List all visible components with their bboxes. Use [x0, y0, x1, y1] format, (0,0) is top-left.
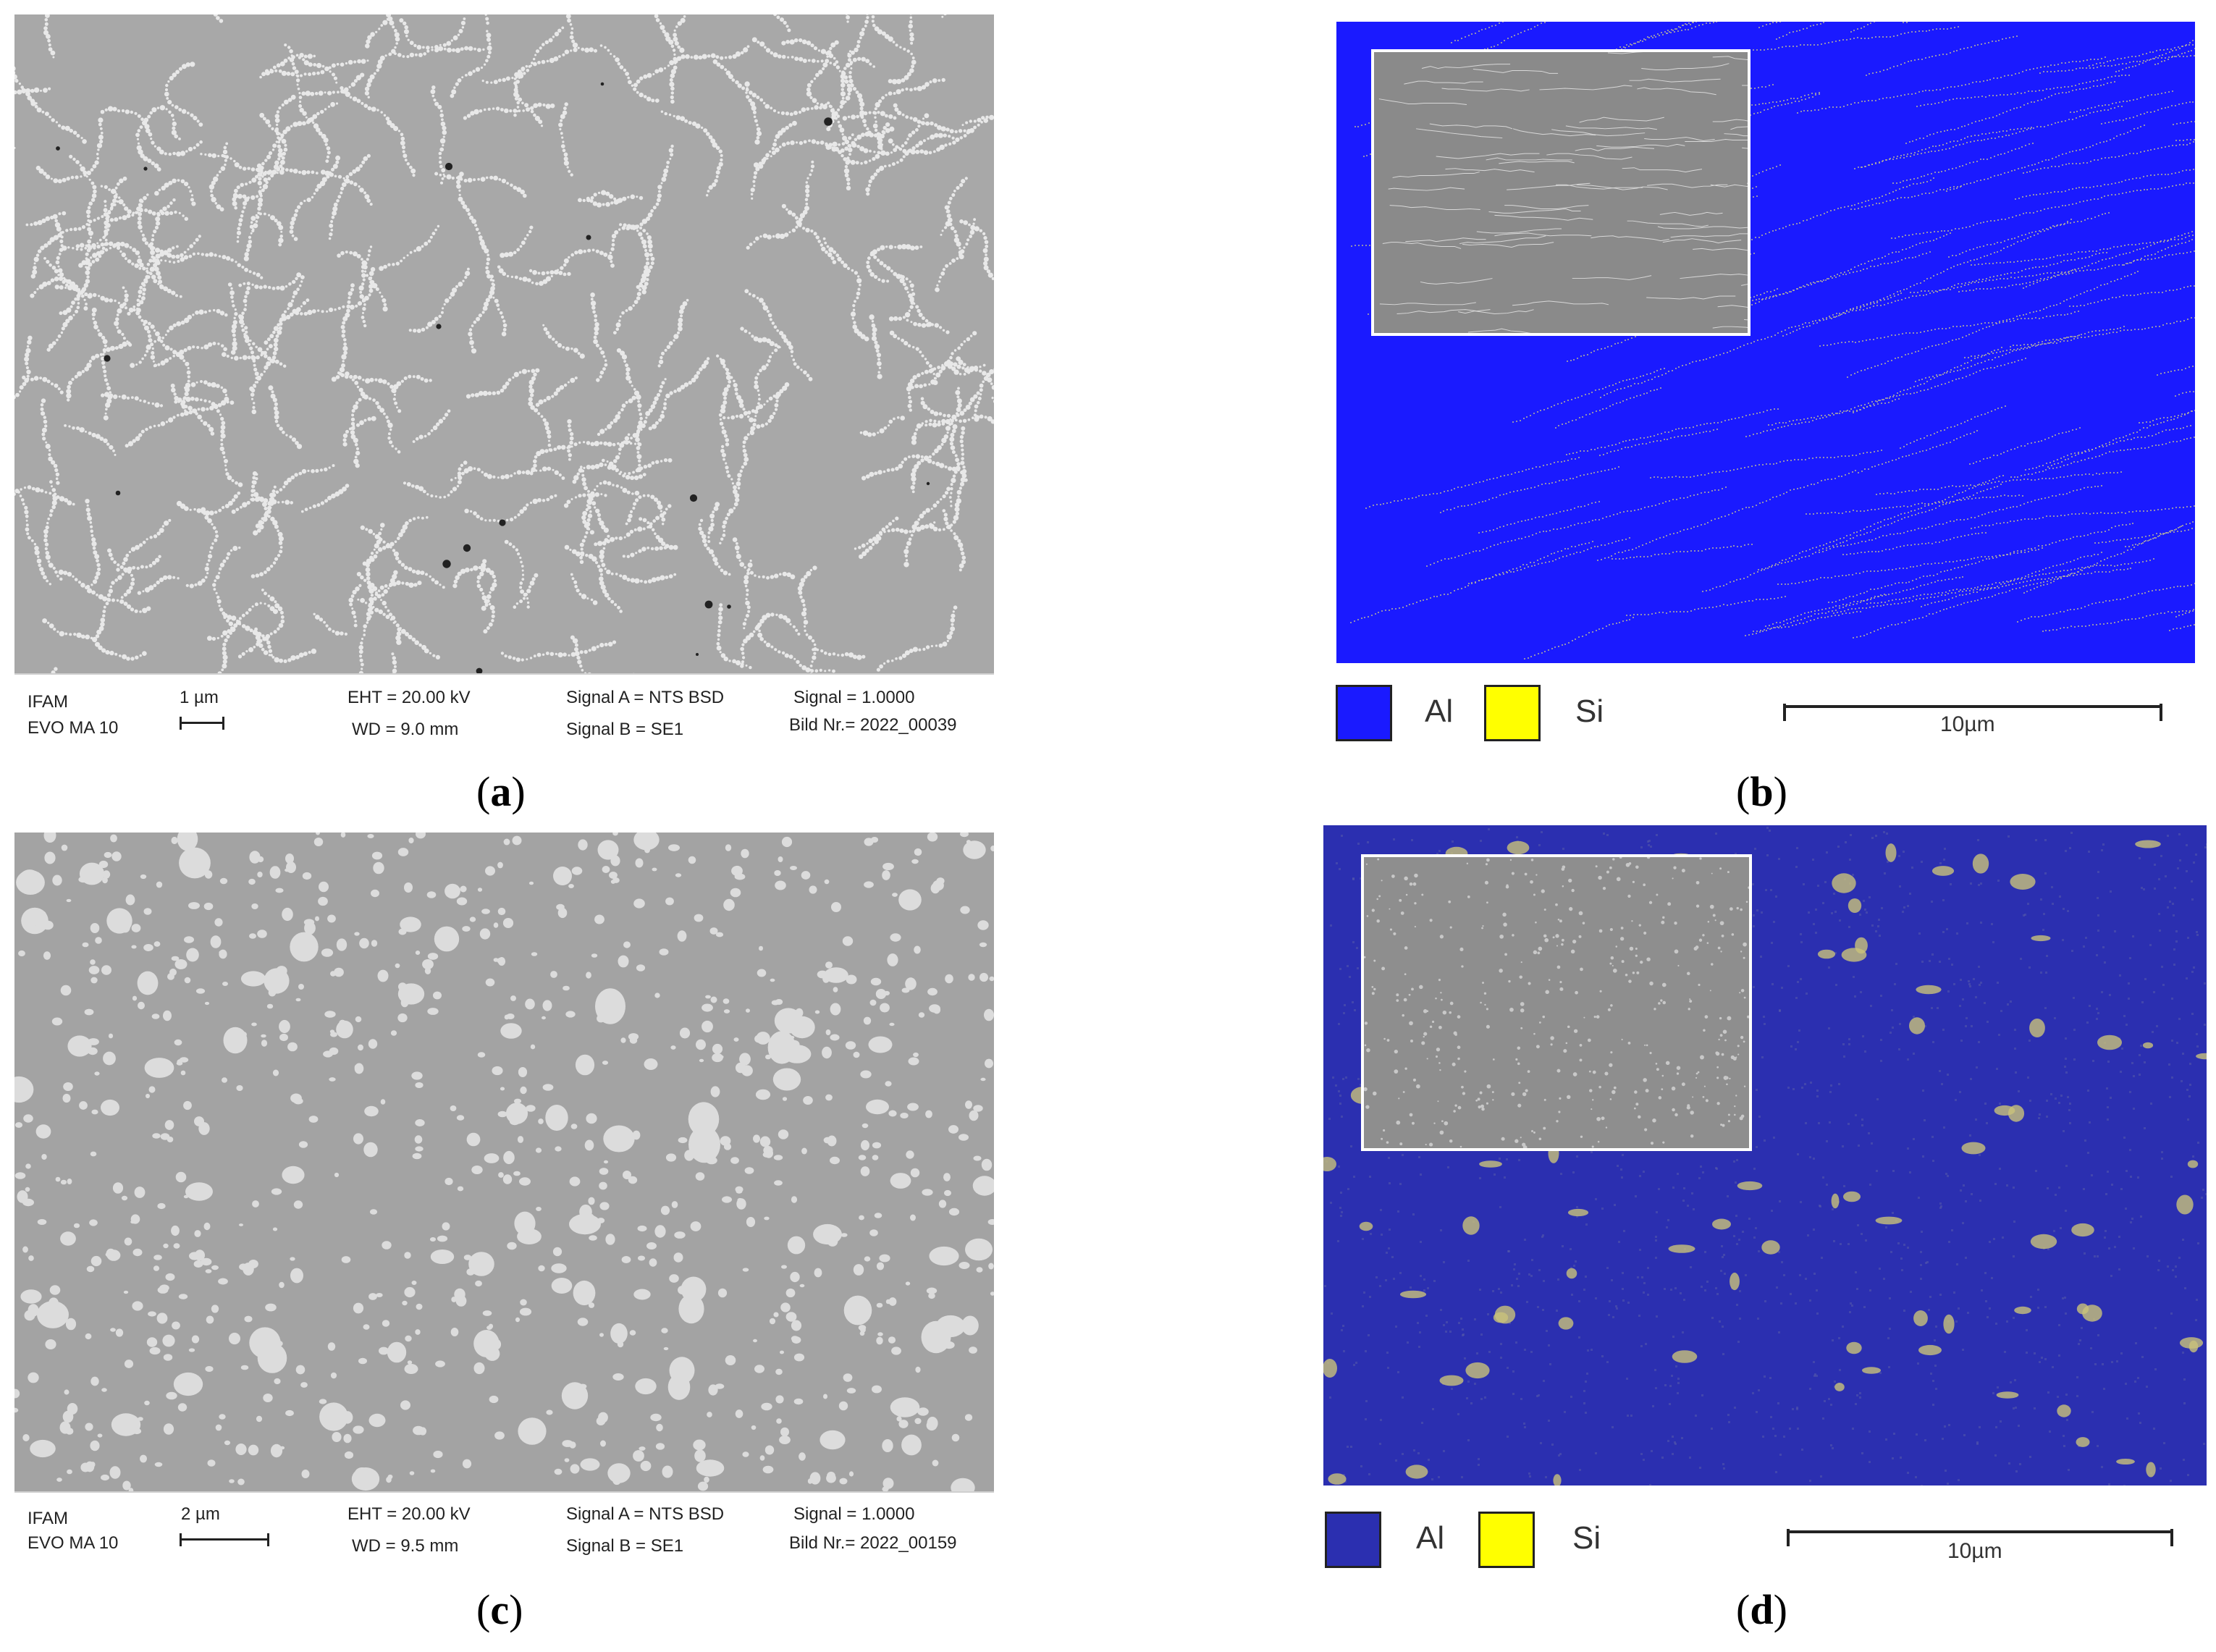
databar-signal-b: Signal B = SE1: [566, 720, 684, 739]
caption-c: (c): [476, 1586, 523, 1633]
caption-b: (b): [1736, 768, 1787, 815]
legend-swatch-si-b: [1484, 685, 1541, 741]
databar-wd: WD = 9.0 mm: [352, 720, 459, 739]
databar-wd: WD = 9.5 mm: [352, 1536, 459, 1556]
databar-bild: Bild Nr.= 2022_00039: [789, 715, 957, 735]
eds-scalebar-d: [1787, 1529, 2173, 1546]
eds-map-b: [1336, 22, 2195, 663]
legend-label-si-b: Si: [1575, 694, 1604, 729]
legend-label-al-d: Al: [1416, 1520, 1445, 1556]
sem-micrograph-c: [14, 833, 994, 1491]
sem-databar-a: IFAM EVO MA 10 1 µm EHT = 20.00 kV WD = …: [14, 673, 994, 747]
sem-inset-b: [1371, 49, 1751, 336]
databar-signal: Signal = 1.0000: [793, 688, 915, 707]
databar-signal-a: Signal A = NTS BSD: [566, 688, 725, 707]
databar-lab: IFAM: [28, 692, 69, 712]
caption-a: (a): [476, 768, 526, 815]
databar-lab: IFAM: [28, 1509, 69, 1528]
sem-micrograph-a: [14, 14, 994, 673]
sem-scalebar-a: [180, 717, 224, 730]
databar-signal-b: Signal B = SE1: [566, 1536, 684, 1556]
caption-d: (d): [1736, 1586, 1787, 1633]
legend-label-si-d: Si: [1572, 1520, 1601, 1556]
databar-scale-label: 1 µm: [180, 688, 219, 707]
databar-scale-label: 2 µm: [181, 1504, 220, 1524]
databar-bild: Bild Nr.= 2022_00159: [789, 1533, 957, 1553]
eds-scalebar-b: [1783, 704, 2162, 721]
databar-signal: Signal = 1.0000: [793, 1504, 915, 1524]
sem-scalebar-c: [180, 1533, 269, 1546]
databar-eht: EHT = 20.00 kV: [347, 688, 471, 707]
legend-swatch-al-b: [1336, 685, 1392, 741]
sem-databar-c: IFAM EVO MA 10 2 µm EHT = 20.00 kV WD = …: [14, 1491, 994, 1565]
databar-instrument: EVO MA 10: [28, 1533, 119, 1553]
eds-scale-label-d: 10µm: [1947, 1539, 2002, 1563]
databar-signal-a: Signal A = NTS BSD: [566, 1504, 725, 1524]
legend-swatch-si-d: [1478, 1512, 1535, 1568]
legend-swatch-al-d: [1325, 1512, 1381, 1568]
eds-map-d: [1323, 825, 2207, 1485]
sem-inset-d: [1361, 854, 1752, 1151]
databar-instrument: EVO MA 10: [28, 718, 119, 738]
eds-scale-label-b: 10µm: [1940, 712, 1995, 736]
legend-label-al-b: Al: [1425, 694, 1454, 729]
databar-eht: EHT = 20.00 kV: [347, 1504, 471, 1524]
